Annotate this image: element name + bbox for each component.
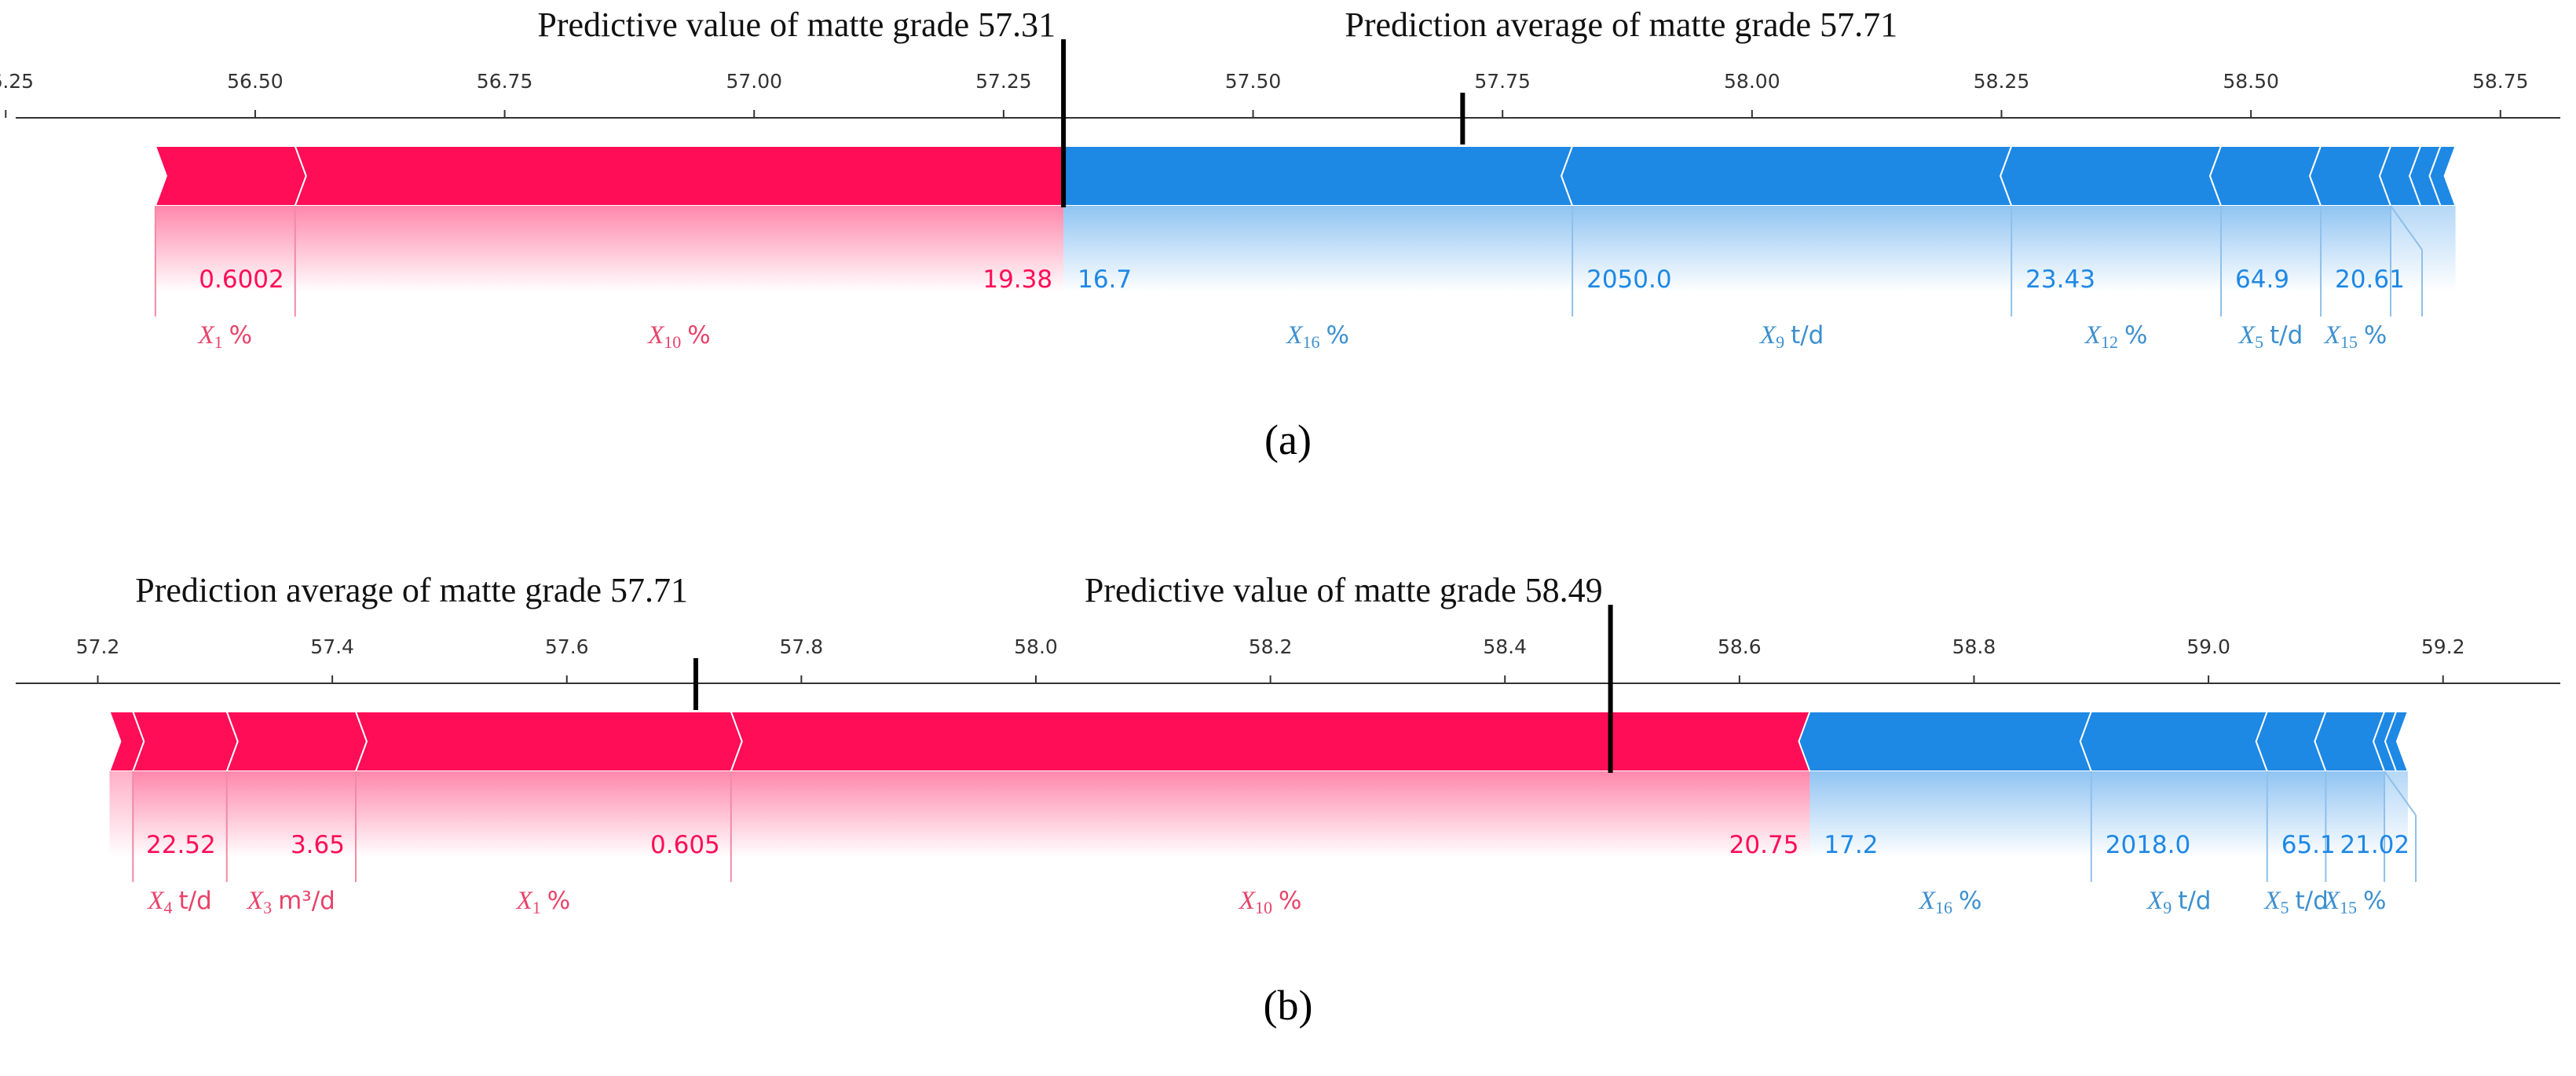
feature-value-label: 0.6002 <box>199 265 284 294</box>
x-tick-label: 57.6 <box>545 635 589 658</box>
positive-feature-bar <box>354 711 743 772</box>
positive-feature-bar <box>730 711 1822 772</box>
feature-fade <box>1572 206 2012 292</box>
feature-name-label: X9 t/d <box>2146 887 2211 917</box>
x-tick-label: 58.25 <box>1974 70 2030 93</box>
negative-feature-bar <box>2308 145 2392 207</box>
x-tick-label: 56.50 <box>227 70 284 93</box>
negative-feature-bar <box>2000 145 2223 207</box>
feature-name-label: X16% <box>1285 321 1349 352</box>
x-tick-label: 56.25 <box>0 70 34 93</box>
feature-fade <box>2384 771 2396 858</box>
x-tick-label: 58.6 <box>1718 635 1762 658</box>
feature-value-label: 65.1 <box>2281 831 2336 859</box>
feature-value-label: 2050.0 <box>1586 265 1671 294</box>
feature-name-label: X10% <box>646 321 711 352</box>
x-tick-label: 59.0 <box>2186 635 2230 658</box>
positive-feature-bar <box>225 711 368 772</box>
x-tick-label: 58.2 <box>1249 635 1293 658</box>
x-tick-label: 57.75 <box>1474 70 1531 93</box>
feature-value-label: 21.02 <box>2340 831 2410 859</box>
feature-value-label: 16.7 <box>1078 265 1132 294</box>
feature-fade <box>2091 771 2267 858</box>
x-tick-label: 57.2 <box>76 635 120 658</box>
force-plot-layer: 56.2556.5056.7557.0057.2557.5057.7558.00… <box>0 5 2560 1029</box>
feature-value-label: 3.65 <box>291 831 345 859</box>
feature-value-label: 64.9 <box>2235 265 2289 294</box>
feature-name-label: X15% <box>2322 887 2387 917</box>
feature-name-label: X12% <box>2084 321 2148 352</box>
x-tick-label: 58.00 <box>1724 70 1780 93</box>
feature-name-label: X9 t/d <box>1758 321 1824 352</box>
feature-fade <box>355 771 731 858</box>
panel-label: (b) <box>1264 982 1313 1029</box>
feature-fade <box>730 771 1810 858</box>
feature-name-label: X1% <box>197 321 253 352</box>
feature-value-label: 23.43 <box>2025 265 2095 294</box>
feature-fade <box>1063 206 1573 292</box>
x-tick-label: 58.4 <box>1483 635 1527 658</box>
feature-divider <box>2390 205 2423 251</box>
x-tick-label: 56.75 <box>477 70 533 93</box>
feature-fade <box>155 206 295 292</box>
feature-value-label: 0.605 <box>650 831 720 859</box>
feature-fade <box>2267 771 2326 858</box>
feature-divider <box>2384 770 2417 816</box>
x-tick-label: 57.8 <box>780 635 824 658</box>
force-plot-panel: 56.25 56.50 56.75 57.00 57.25 57.50 57.75 58.00… <box>0 5 2560 463</box>
feature-fade <box>133 771 227 858</box>
feature-fade <box>2391 206 2421 292</box>
negative-feature-bar <box>1063 145 1574 207</box>
feature-value-label: 2018.0 <box>2106 831 2190 859</box>
feature-name-label: X16% <box>1918 887 1982 917</box>
x-tick-label: 58.0 <box>1014 635 1058 658</box>
feature-fade <box>2440 206 2456 292</box>
feature-fade <box>2420 206 2441 292</box>
feature-value-label: 22.52 <box>146 831 216 859</box>
positive-feature-bar <box>131 711 239 772</box>
negative-feature-bar <box>1561 145 2013 207</box>
x-tick-label: 57.50 <box>1225 70 1282 93</box>
negative-feature-bar <box>1798 711 2093 772</box>
positive-feature-bar <box>294 145 1065 207</box>
base-value-annotation: Prediction average of matte grade 57.71 <box>135 571 688 609</box>
feature-fade <box>2321 206 2391 292</box>
x-tick-label: 59.2 <box>2421 635 2465 658</box>
positive-feature-bar <box>154 145 307 207</box>
feature-fade <box>295 206 1064 292</box>
output-value-annotation: Predictive value of matte grade 57.31 <box>537 5 1056 44</box>
x-tick-label: 57.25 <box>975 70 1032 93</box>
negative-feature-bar <box>2079 711 2269 772</box>
x-tick-label: 57.4 <box>310 635 354 658</box>
negative-feature-bar <box>2208 145 2322 207</box>
feature-name-label: X5 t/d <box>2263 887 2328 917</box>
feature-name-label: X3 m³/d <box>246 887 335 917</box>
feature-name-label: X4 t/d <box>146 887 211 917</box>
feature-value-label: 19.38 <box>982 265 1052 294</box>
force-plot-panel: 57.2 57.4 57.6 57.8 58.0 58.2 58.4 58.6 58.8 59.0… <box>16 571 2560 1029</box>
feature-fade <box>1809 771 2091 858</box>
x-tick-label: 57.00 <box>726 70 782 93</box>
feature-fade <box>109 771 134 858</box>
feature-value-label: 20.75 <box>1729 831 1799 859</box>
feature-name-label: X15% <box>2323 321 2388 352</box>
base-value-annotation: Prediction average of matte grade 57.71 <box>1345 5 1897 44</box>
feature-name-label: X5 t/d <box>2238 321 2303 352</box>
feature-fade <box>226 771 356 858</box>
x-tick-label: 58.75 <box>2472 70 2529 93</box>
x-tick-label: 58.8 <box>1952 635 1996 658</box>
panel-label: (a) <box>1264 416 1312 463</box>
feature-fade <box>2011 206 2221 292</box>
feature-fade <box>2325 771 2385 858</box>
feature-fade <box>2221 206 2322 292</box>
x-tick-label: 58.50 <box>2223 70 2279 93</box>
output-value-annotation: Predictive value of matte grade 58.49 <box>1085 571 1603 609</box>
feature-value-label: 17.2 <box>1824 831 1878 859</box>
feature-value-label: 20.61 <box>2335 265 2405 294</box>
feature-name-label: X1% <box>515 887 571 917</box>
feature-name-label: X10% <box>1238 887 1302 917</box>
